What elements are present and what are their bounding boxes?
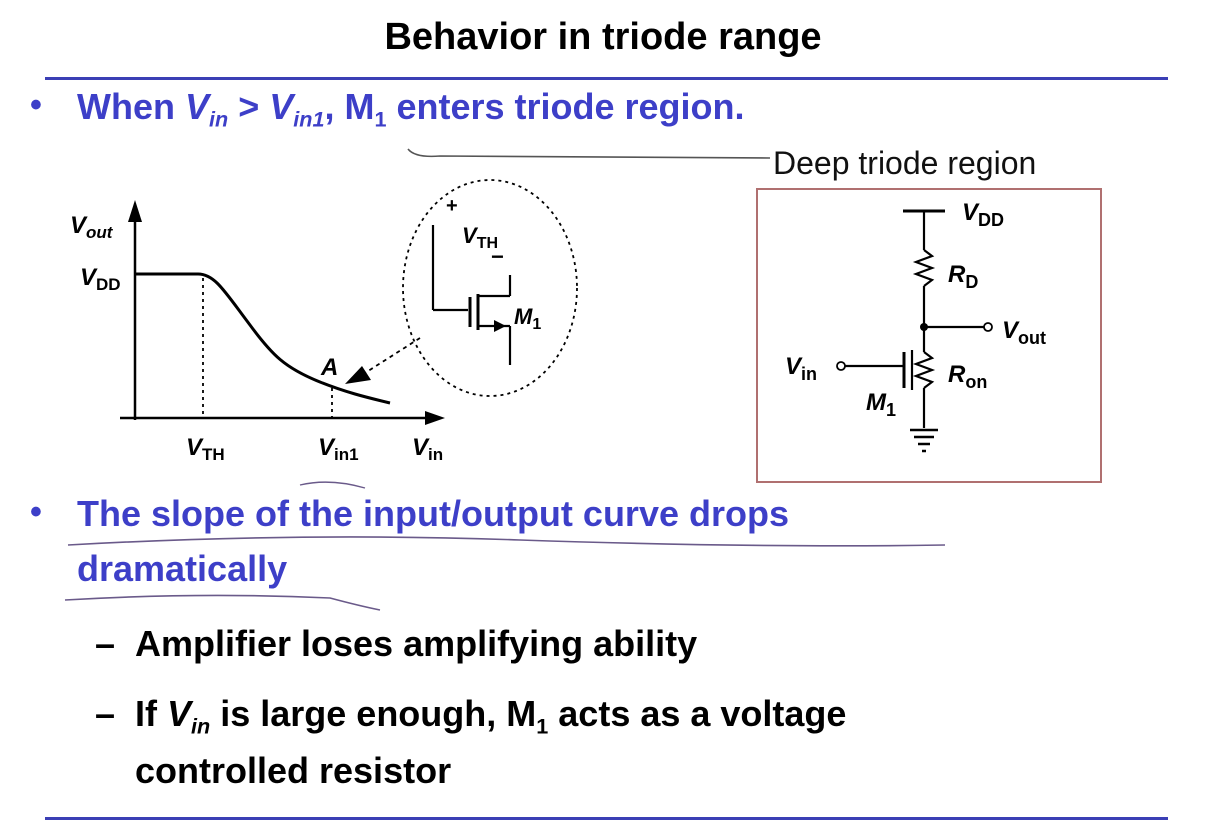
zoom-pointer-arrow — [345, 366, 371, 384]
inset-minus: − — [491, 244, 504, 269]
circuit-vin-label: Vin — [785, 353, 817, 384]
x-axis-label: Vin — [412, 434, 443, 464]
sub-bullet-1-text: Amplifier loses amplifying ability — [135, 623, 698, 664]
resistor-ron — [912, 351, 936, 389]
inset-plus: + — [446, 195, 458, 217]
inset-m1-label: M1 — [514, 304, 541, 333]
vth-tick-label: VTH — [186, 434, 225, 464]
circuit-vdd-label: VDD — [962, 199, 1004, 230]
y-axis-arrow — [128, 200, 142, 222]
bottom-rule — [45, 817, 1168, 820]
y-axis-label: Vout — [70, 212, 114, 242]
title-underline — [45, 77, 1168, 80]
source-arrow — [494, 320, 506, 332]
circuit-vout-label: Vout — [1002, 317, 1046, 348]
circuit-ron-label: Ron — [948, 361, 987, 392]
bullet-2-line-1: The slope of the input/output curve drop… — [77, 493, 789, 534]
sub-bullet-2-line-2: controlled resistor — [135, 750, 452, 791]
circuit-box — [756, 188, 1102, 483]
inset-circle — [402, 179, 578, 397]
vin1-tick-label: Vin1 — [318, 434, 359, 464]
sub-bullet-2-text: If Vin is large enough, M1 acts as a vol… — [135, 693, 847, 739]
vdd-label: VDD — [80, 264, 121, 294]
deep-triode-annotation: Deep triode region — [773, 145, 1037, 181]
vin-terminal — [836, 361, 846, 371]
vout-terminal — [983, 322, 993, 332]
zoom-pointer — [364, 337, 421, 374]
circuit-rd-label: RD — [948, 261, 978, 292]
circuit-m1-label: M1 — [866, 389, 896, 420]
bullet-2-line-2: dramatically — [77, 548, 288, 589]
bullet-dot: • — [30, 86, 42, 124]
x-axis-arrow — [425, 411, 445, 425]
transfer-curve — [135, 272, 391, 405]
inset-vth-label: VTH — [462, 223, 498, 252]
resistor-rd — [912, 249, 936, 287]
bullet-1-text: When Vin > Vin1, M1 enters triode region… — [77, 86, 745, 132]
sub-bullet-dash: – — [95, 693, 116, 734]
bullet-dot: • — [30, 493, 42, 531]
slide-title: Behavior in triode range — [384, 16, 822, 58]
sub-bullet-dash: – — [95, 623, 116, 664]
point-a-label: A — [320, 354, 338, 381]
